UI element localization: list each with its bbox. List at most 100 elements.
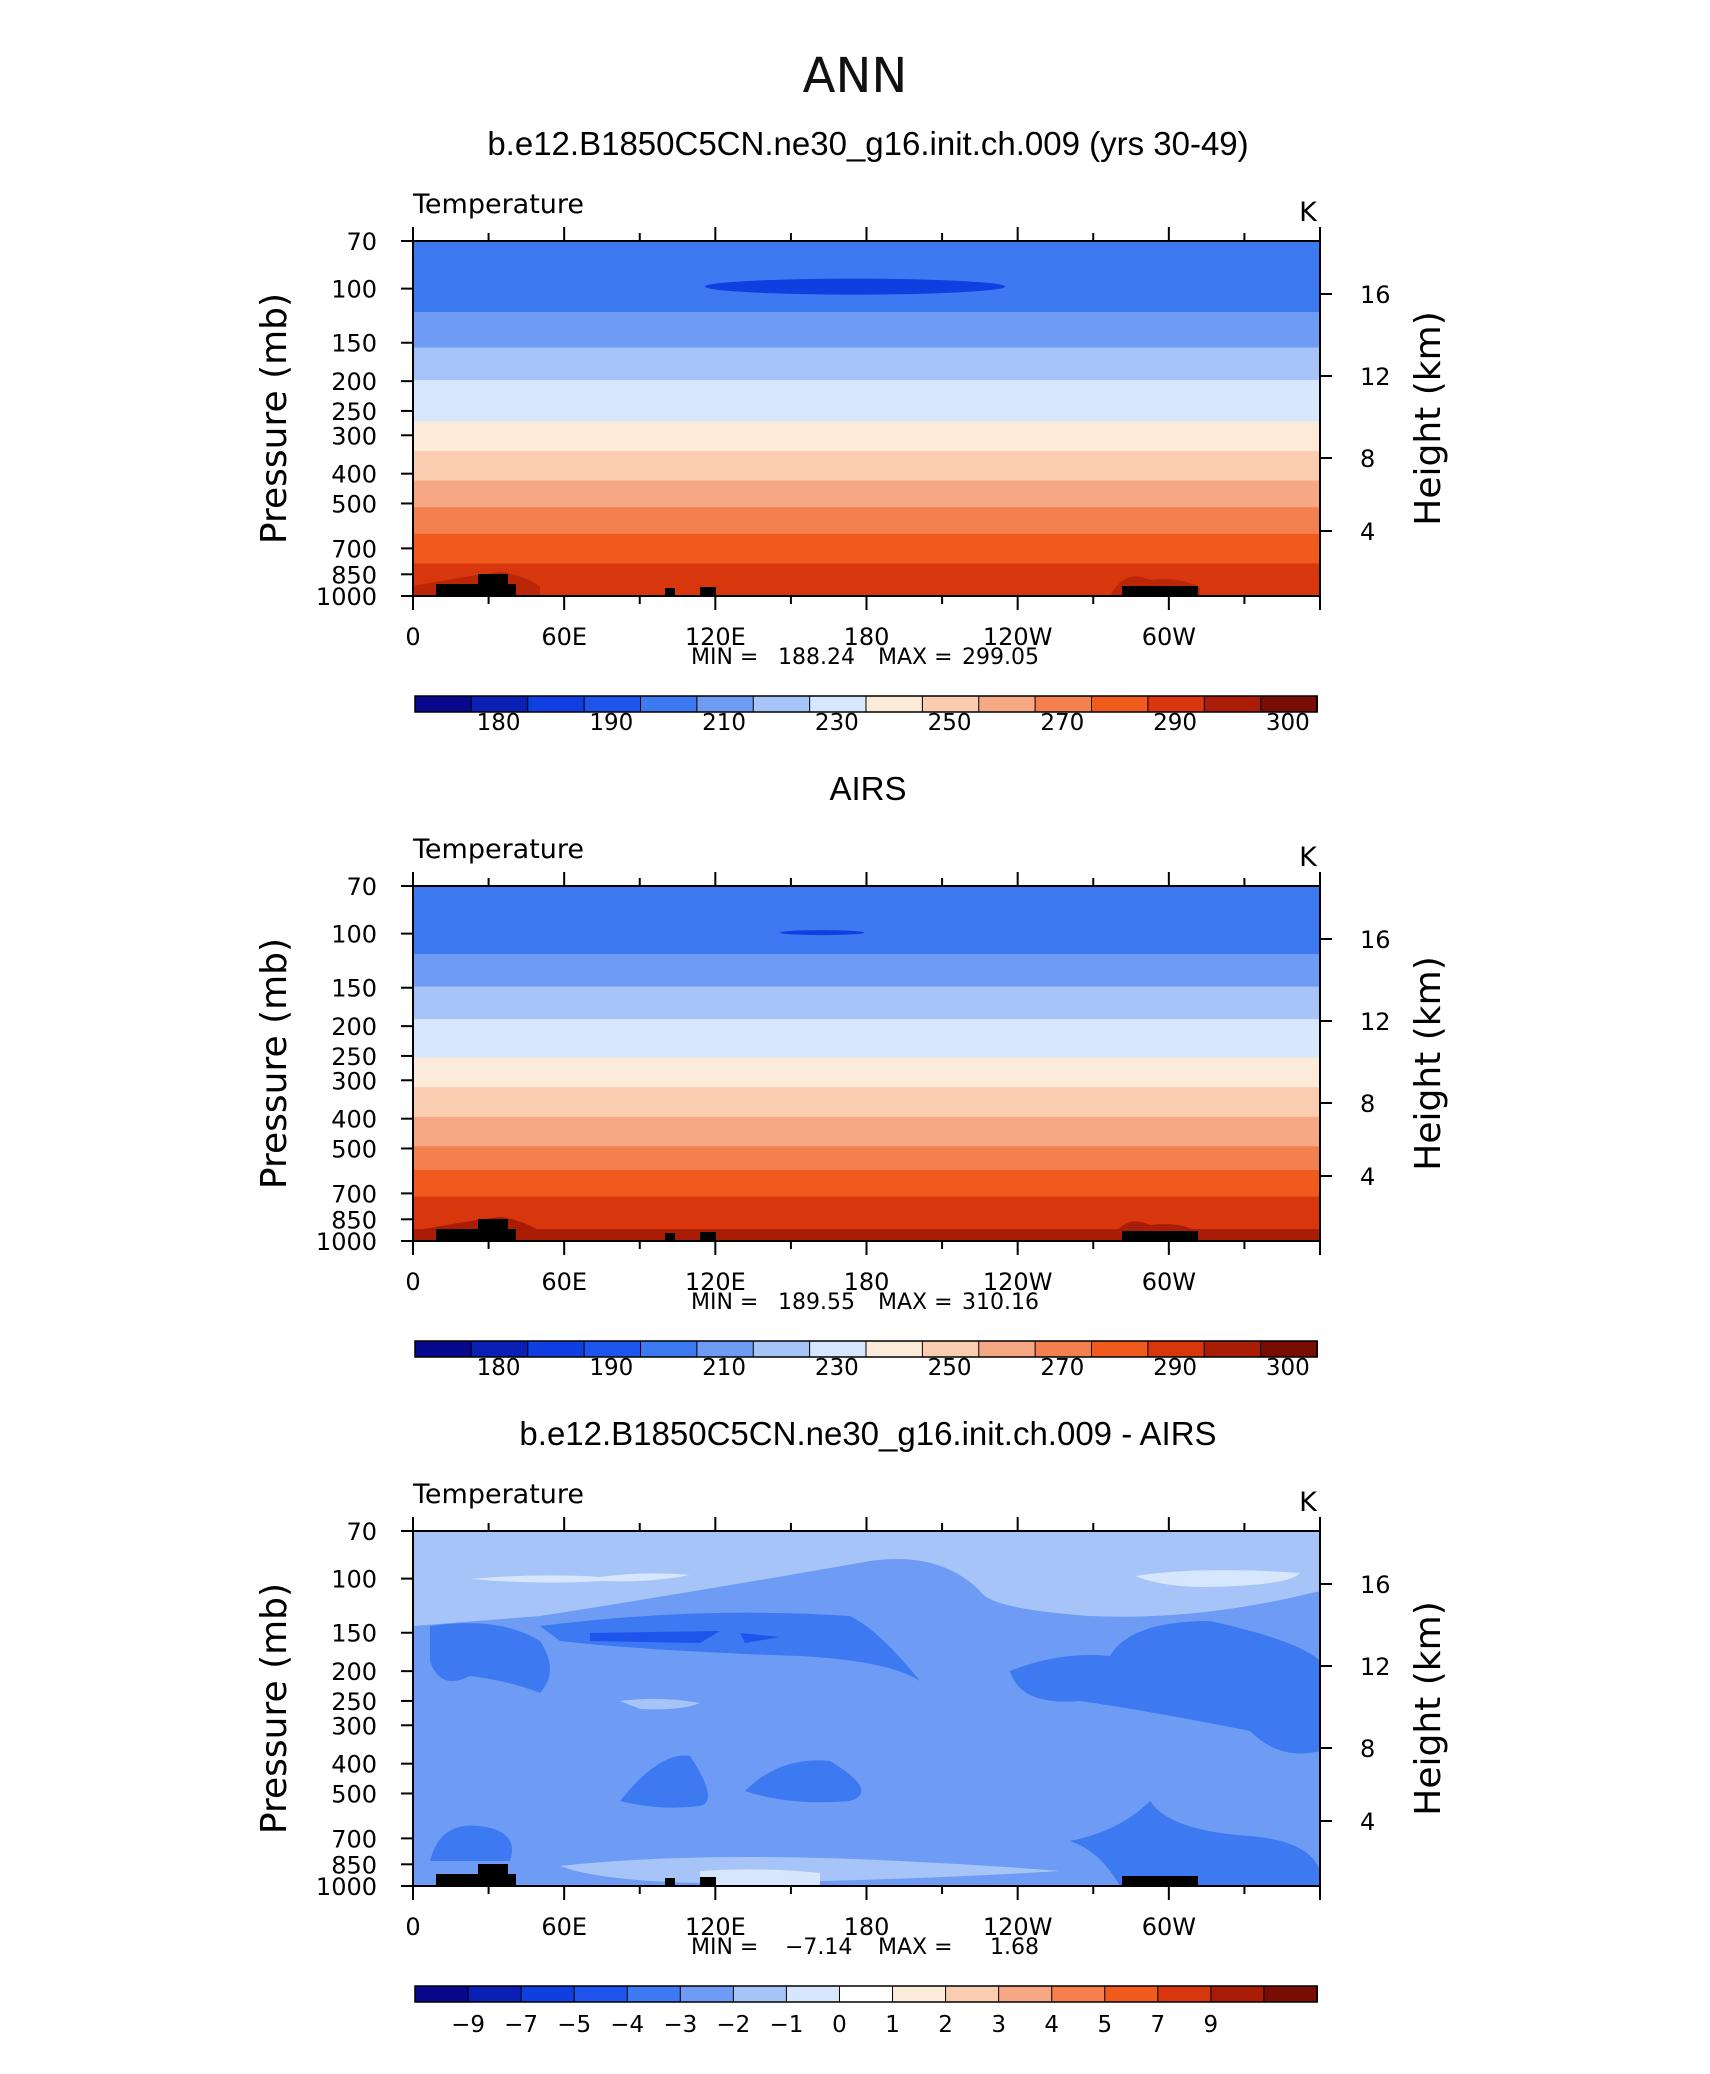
difference-contour xyxy=(745,1760,862,1803)
temperature-band xyxy=(413,915,1320,920)
temperature-band xyxy=(413,989,1320,994)
temperature-band xyxy=(413,530,1320,535)
temperature-band xyxy=(413,1152,1320,1156)
temperature-band xyxy=(413,1119,1320,1124)
temperature-band xyxy=(413,1004,1320,1008)
y-tick-label: 500 xyxy=(331,1135,377,1163)
temperature-band xyxy=(413,575,1320,579)
temperature-band xyxy=(413,581,1320,585)
temperature-band xyxy=(413,273,1320,278)
temperature-band xyxy=(413,406,1320,411)
temperature-band xyxy=(413,276,1320,281)
temperature-band xyxy=(413,1131,1320,1136)
colorbar-swatch xyxy=(640,695,698,713)
temperature-band xyxy=(413,1155,1320,1159)
temperature-band xyxy=(413,353,1320,357)
colorbar-label: 4 xyxy=(1044,2012,1059,2038)
temperature-band xyxy=(413,1149,1320,1153)
difference-contour xyxy=(540,1612,920,1681)
x-tick-label: 120E xyxy=(685,623,746,651)
y-tick-label: 850 xyxy=(331,1206,377,1234)
temperature-band xyxy=(413,1036,1320,1041)
temperature-band xyxy=(413,968,1320,973)
temperature-band xyxy=(413,365,1320,369)
temperature-band xyxy=(413,246,1320,251)
colorbar-label: −4 xyxy=(610,2012,644,2038)
temperature-band xyxy=(413,332,1320,337)
temperature-band xyxy=(413,1084,1320,1088)
temperature-band xyxy=(413,454,1320,458)
temperature-band xyxy=(413,1081,1320,1085)
colorbar-label: −5 xyxy=(557,2012,591,2038)
temperature-band xyxy=(413,1184,1320,1189)
y-tick-label: 700 xyxy=(331,1825,377,1853)
colorbar-label: 9 xyxy=(1204,2012,1219,2038)
temperature-band xyxy=(413,436,1320,440)
temperature-band xyxy=(413,397,1320,402)
temperature-band xyxy=(413,1211,1320,1215)
y-tick-label: 700 xyxy=(331,1180,377,1208)
y-tick-label: 150 xyxy=(331,975,377,1003)
temperature-band xyxy=(413,516,1320,520)
temperature-band xyxy=(413,341,1320,346)
temperature-band xyxy=(413,409,1320,414)
temperature-band xyxy=(413,1113,1320,1118)
temperature-band xyxy=(413,1187,1320,1192)
x-tick-label: 180 xyxy=(844,1268,890,1296)
colorbar-label: 270 xyxy=(1040,1355,1084,1381)
y2-tick-label: 4 xyxy=(1360,518,1375,546)
temperature-band xyxy=(413,309,1320,313)
temperature-band xyxy=(413,1193,1320,1198)
temperature-band xyxy=(413,1110,1320,1115)
temperature-band xyxy=(413,1075,1320,1079)
temperature-band xyxy=(413,1104,1320,1109)
temperature-band xyxy=(413,1048,1320,1053)
temperature-band xyxy=(413,1205,1320,1210)
temperature-band xyxy=(413,1158,1320,1162)
colorbar-swatch xyxy=(414,1985,470,2003)
topography-mask xyxy=(700,1232,716,1241)
temperature-band xyxy=(413,1220,1320,1224)
temperature-band xyxy=(413,474,1320,479)
y-tick-label: 400 xyxy=(331,1106,377,1134)
temperature-band xyxy=(413,1181,1320,1186)
temperature-band xyxy=(413,317,1320,322)
y2-tick-label: 12 xyxy=(1360,1653,1391,1681)
temperature-band xyxy=(413,1107,1320,1112)
plot-area xyxy=(413,1531,1320,1886)
temperature-band xyxy=(413,320,1320,325)
y2-tick-label: 16 xyxy=(1360,926,1391,954)
cold-tropopause-patch xyxy=(705,278,1005,295)
y2-tick-label: 8 xyxy=(1360,445,1375,473)
temperature-band xyxy=(413,954,1320,958)
colorbar-swatch xyxy=(1104,1985,1159,2003)
temperature-band xyxy=(413,900,1320,905)
temperature-band xyxy=(413,439,1320,443)
temperature-band xyxy=(413,959,1320,964)
temperature-band xyxy=(413,995,1320,1000)
temperature-band xyxy=(413,942,1320,946)
x-tick-label: 60W xyxy=(1142,1268,1196,1296)
temperature-band xyxy=(413,492,1320,497)
x-tick-label: 60W xyxy=(1142,1913,1196,1941)
temperature-band xyxy=(413,1125,1320,1130)
temperature-band xyxy=(413,974,1320,979)
temperature-band xyxy=(413,927,1320,931)
temperature-band xyxy=(413,909,1320,914)
temperature-band xyxy=(413,323,1320,328)
max-label: MAX = xyxy=(878,645,953,670)
y-tick-label: 850 xyxy=(331,561,377,589)
x-tick-label: 0 xyxy=(405,1268,420,1296)
temperature-band xyxy=(413,498,1320,502)
temperature-band xyxy=(413,421,1320,426)
colorbar-swatch xyxy=(838,1985,894,2003)
colorbar-label: 5 xyxy=(1097,2012,1112,2038)
temperature-band xyxy=(413,1078,1320,1082)
temperature-band xyxy=(413,1226,1320,1230)
y-axis-label: Pressure (mb) xyxy=(254,938,295,1189)
temperature-band xyxy=(413,312,1320,316)
temperature-band xyxy=(413,1238,1320,1241)
temperature-band xyxy=(413,510,1320,514)
y2-tick-label: 4 xyxy=(1360,1808,1375,1836)
temperature-band xyxy=(413,303,1320,307)
